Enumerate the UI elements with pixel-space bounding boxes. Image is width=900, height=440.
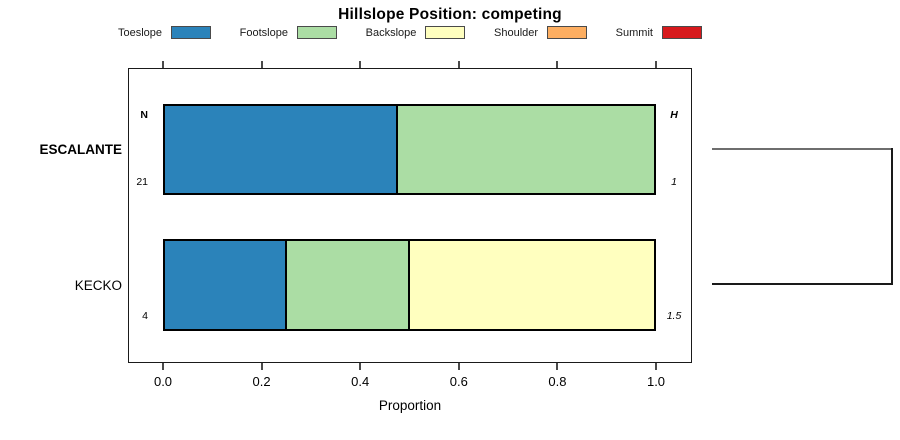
legend-item-summit: Summit	[616, 26, 702, 39]
row-label-escalante: ESCALANTE	[39, 142, 122, 157]
dendrogram-root-vertical	[891, 148, 893, 285]
x-tick-label: 0.0	[153, 374, 173, 389]
row-label-kecko: KECKO	[74, 278, 122, 293]
x-tick-top	[359, 61, 362, 68]
stacked-bar-kecko	[163, 239, 656, 331]
n-value-escalante: 21	[136, 176, 148, 188]
legend: Toeslope Footslope Backslope Shoulder Summit	[118, 26, 702, 39]
dendrogram-edge-bottom	[712, 283, 893, 285]
x-tick-label: 0.8	[548, 374, 567, 389]
x-tick-bottom	[457, 363, 460, 370]
x-tick-top	[655, 61, 657, 68]
bar-segment-footslope	[397, 106, 654, 193]
x-tick-label: 0.4	[351, 374, 370, 389]
x-tick-top	[260, 61, 263, 68]
legend-label: Toeslope	[118, 26, 163, 39]
legend-label: Backslope	[365, 26, 417, 39]
legend-swatch-toeslope	[171, 26, 212, 39]
legend-swatch-backslope	[425, 26, 466, 39]
bar-segment-toeslope	[165, 241, 288, 329]
x-tick-top	[556, 61, 559, 68]
legend-label: Footslope	[239, 26, 288, 39]
legend-item-shoulder: Shoulder	[494, 26, 588, 39]
bar-segment-toeslope	[165, 106, 398, 193]
legend-label: Shoulder	[494, 26, 539, 39]
x-axis-label: Proportion	[378, 398, 442, 413]
x-tick-top	[457, 61, 460, 68]
legend-item-backslope: Backslope	[366, 26, 466, 39]
h-column-header: H	[670, 109, 678, 121]
legend-item-footslope: Footslope	[240, 26, 337, 39]
h-value-kecko: 1.5	[666, 310, 682, 322]
x-tick-label: 0.6	[449, 374, 468, 389]
x-tick-bottom	[359, 363, 362, 370]
dendrogram-edge-top	[712, 148, 893, 150]
x-tick-bottom	[556, 363, 559, 370]
bar-segment-footslope	[287, 241, 410, 329]
stacked-bar-escalante	[163, 104, 656, 195]
legend-swatch-shoulder	[547, 26, 588, 39]
n-value-kecko: 4	[142, 310, 148, 322]
x-tick-label: 0.2	[252, 374, 271, 389]
legend-item-toeslope: Toeslope	[118, 26, 212, 39]
x-tick-top	[162, 61, 164, 68]
x-tick-bottom	[655, 363, 657, 370]
x-tick-bottom	[162, 363, 164, 370]
legend-swatch-summit	[661, 26, 702, 39]
legend-label: Summit	[615, 26, 653, 39]
bar-segment-backslope	[409, 241, 654, 329]
chart-title: Hillslope Position: competing	[338, 6, 562, 23]
h-value-escalante: 1	[671, 176, 677, 188]
x-tick-label: 1.0	[646, 374, 666, 389]
x-tick-bottom	[260, 363, 263, 370]
legend-swatch-footslope	[296, 26, 337, 39]
n-column-header: N	[140, 109, 148, 121]
